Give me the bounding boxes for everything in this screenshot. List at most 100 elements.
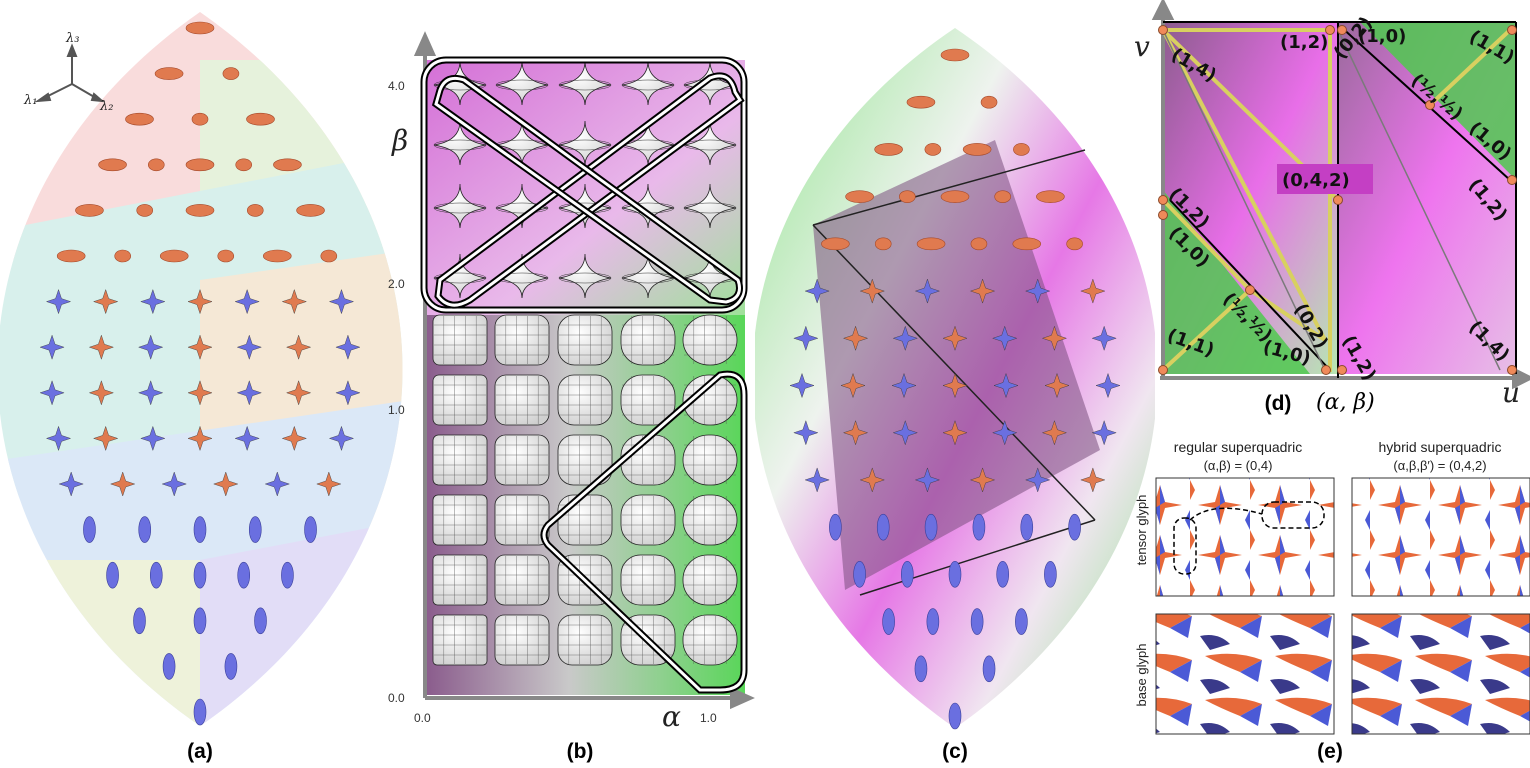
glyph <box>914 278 941 304</box>
glyph <box>970 608 984 635</box>
glyph <box>842 325 869 351</box>
lambda2-label: λ₂ <box>99 99 113 114</box>
glyph <box>56 249 86 263</box>
glyph <box>494 554 550 606</box>
caption-a: (a) <box>187 740 213 763</box>
glyph <box>994 190 1011 203</box>
glyph <box>264 471 290 497</box>
y-tick-2: 2.0 <box>388 277 405 291</box>
panel-b: 4.0 2.0 1.0 0.0 0.0 1.0 β α <box>380 30 760 740</box>
glyph <box>942 325 968 351</box>
glyph <box>193 516 207 543</box>
glyph <box>557 434 613 486</box>
glyph <box>682 434 738 486</box>
y-tick-1: 1.0 <box>388 403 405 417</box>
lambda1-label: λ₁ <box>23 93 37 108</box>
glyph <box>494 374 550 426</box>
glyph <box>940 48 970 62</box>
glyph-wire <box>433 202 487 214</box>
glyph <box>281 288 307 315</box>
glyph <box>193 607 207 635</box>
glyph <box>494 434 550 486</box>
panel-a-figure: λ₃ λ₁ λ₂ <box>0 12 403 726</box>
e-row2-label: base glyph <box>1134 644 1149 707</box>
glyph <box>892 325 918 351</box>
glyph <box>75 204 104 217</box>
glyph <box>296 204 325 217</box>
glyph <box>1044 372 1070 399</box>
glyph <box>969 278 996 304</box>
glyph <box>316 471 342 497</box>
glyph <box>138 380 164 406</box>
glyph <box>557 374 613 426</box>
glyph <box>193 561 207 589</box>
axes-triad-icon <box>34 43 106 103</box>
b-outlines <box>420 56 748 694</box>
e-col2-title: hybrid superquadric <box>1379 439 1502 455</box>
u-label: u <box>1502 376 1520 409</box>
glyph <box>1020 513 1034 541</box>
glyph <box>1041 420 1068 446</box>
glyph <box>948 702 962 730</box>
center-label-bg <box>1277 164 1373 194</box>
glyph-wire <box>495 202 549 214</box>
glyph <box>1044 561 1057 588</box>
glyph <box>432 614 488 666</box>
x-tick-1: 1.0 <box>700 711 717 725</box>
glyph <box>45 425 72 452</box>
glyph <box>882 608 895 635</box>
glyph <box>901 561 914 588</box>
c-surface <box>755 28 1155 728</box>
e-col1-title: regular superquadric <box>1174 439 1302 455</box>
d-vertex-dots <box>1158 25 1517 375</box>
glyph <box>874 143 903 156</box>
glyph <box>804 278 830 304</box>
glyph <box>88 380 115 406</box>
glyph <box>432 554 488 606</box>
glyph <box>874 237 892 251</box>
glyph <box>982 655 996 683</box>
glyph <box>222 67 240 80</box>
caption-d-math: (α, β) <box>1316 390 1375 415</box>
glyph <box>853 561 866 588</box>
glyph <box>45 288 72 315</box>
glyph <box>980 95 998 109</box>
glyph <box>432 494 488 546</box>
e-tile-regular-base <box>1155 613 1335 735</box>
glyph <box>993 372 1019 399</box>
glyph <box>138 516 152 543</box>
glyph <box>187 334 213 360</box>
glyph <box>1091 420 1117 446</box>
glyph <box>39 380 65 406</box>
glyph <box>281 425 307 452</box>
glyph <box>161 471 187 497</box>
glyph <box>1068 513 1081 541</box>
glyph <box>1095 372 1121 399</box>
e-col2-sub: (α,β,β′) = (0,4,2) <box>1393 458 1486 473</box>
glyph <box>273 158 302 172</box>
panel-a: λ₃ λ₁ λ₂ <box>0 0 410 740</box>
glyph <box>859 467 885 493</box>
glyph <box>39 334 65 360</box>
y-tick-4: 4.0 <box>388 79 405 93</box>
glyph <box>924 513 938 541</box>
glyph <box>236 380 262 406</box>
glyph <box>114 249 132 263</box>
glyph <box>262 249 292 263</box>
glyph <box>682 374 738 426</box>
glyph-wire <box>433 272 487 284</box>
glyph <box>234 425 260 452</box>
glyph <box>147 158 165 172</box>
glyph-grid-c <box>789 48 1121 730</box>
glyph <box>328 288 355 315</box>
glyph <box>159 249 189 263</box>
glyph <box>942 372 968 399</box>
glyph <box>620 494 676 546</box>
glyph <box>557 614 613 666</box>
d-gray-lines <box>1162 29 1501 371</box>
glyph <box>185 204 215 217</box>
glyph <box>840 372 866 399</box>
glyph <box>213 471 239 497</box>
e-col1-sub: (α,β) = (0,4) <box>1204 458 1273 473</box>
beta-symbol: β <box>391 124 408 157</box>
